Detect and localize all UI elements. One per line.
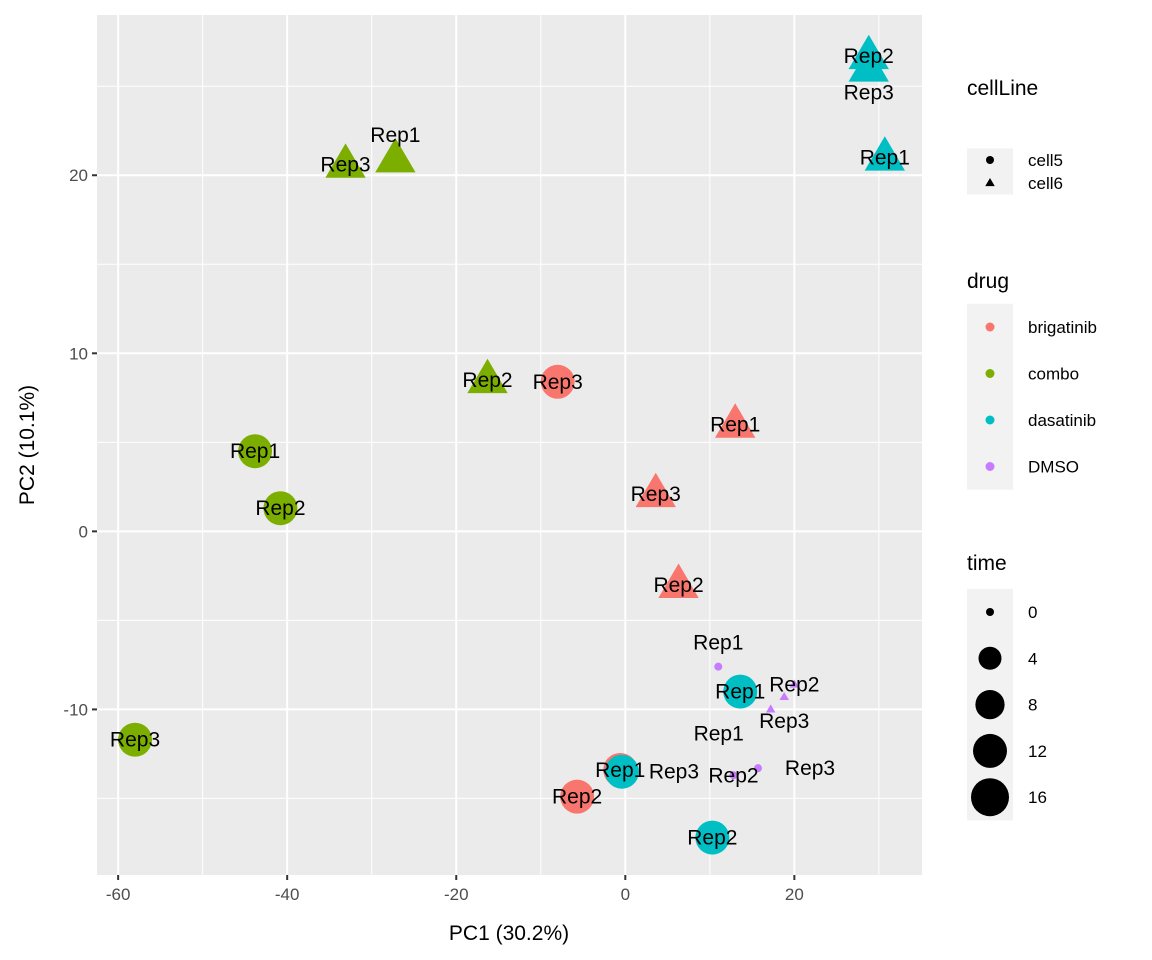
point-label: Rep1 <box>693 632 743 655</box>
data-point <box>723 674 758 709</box>
legend-label: cell6 <box>1028 174 1063 193</box>
data-point <box>729 771 738 780</box>
point-label: Rep3 <box>320 154 370 177</box>
legend-label: 0 <box>1028 603 1037 622</box>
point-label: Rep3 <box>785 757 835 780</box>
y-tick-label: 20 <box>69 166 88 185</box>
point-label: Rep3 <box>110 729 160 752</box>
legend-key-time-8 <box>975 689 1005 720</box>
legend-key-time-0 <box>986 608 994 616</box>
legend-key-cell6 <box>985 178 995 187</box>
data-point <box>714 662 723 671</box>
point-label: Rep3 <box>759 710 809 733</box>
y-tick-label: 10 <box>69 344 88 363</box>
point-label: Rep1 <box>230 440 280 463</box>
x-tick-label: -40 <box>275 885 300 904</box>
data-point <box>789 679 800 688</box>
x-axis-title: PC1 (30.2%) <box>449 922 569 945</box>
data-point <box>560 779 595 814</box>
point-label: Rep2 <box>844 45 894 68</box>
point-label: Rep1 <box>860 146 910 169</box>
legend-label: 16 <box>1028 788 1047 807</box>
data-point <box>864 136 905 171</box>
legend-label: combo <box>1028 365 1079 384</box>
legend-key-brigatinib <box>985 322 995 332</box>
data-point <box>779 691 789 701</box>
legend-label: brigatinib <box>1028 318 1097 337</box>
point-label: Rep1 <box>370 124 420 147</box>
legend-key-time-12 <box>973 733 1007 768</box>
legend-label: dasatinib <box>1028 411 1096 430</box>
x-tick-label: -60 <box>106 885 131 904</box>
point-label: Rep2 <box>552 786 602 809</box>
point-label: Rep2 <box>708 764 758 787</box>
data-point <box>695 820 730 855</box>
data-point <box>848 47 889 82</box>
data-point <box>754 764 763 773</box>
legend-label: DMSO <box>1028 458 1079 477</box>
legend-key-background <box>967 148 1013 195</box>
point-label: Rep2 <box>462 369 512 392</box>
legend-title-drug: drug <box>967 270 1009 293</box>
data-point <box>325 143 366 178</box>
point-label: Rep1 <box>694 722 744 745</box>
legend-key-DMSO <box>985 462 995 471</box>
axes: -60 -40 -20 0 20 -10 0 10 20 <box>63 166 803 904</box>
point-label: Rep3 <box>533 371 583 394</box>
point-label: Rep3 <box>844 81 894 104</box>
legend-key-cell5 <box>986 156 994 164</box>
data-point <box>238 434 273 469</box>
point-label: Rep2 <box>653 574 703 597</box>
legend-key-combo <box>985 369 995 378</box>
data-point <box>375 137 416 173</box>
y-tick-label: -10 <box>63 700 88 719</box>
point-label: Rep1 <box>715 681 765 704</box>
data-point <box>715 403 756 438</box>
legend-key-time-4 <box>978 646 1002 670</box>
x-tick-label: 20 <box>785 885 804 904</box>
point-labels: Rep3Rep1Rep2Rep1Rep2Rep3Rep3Rep1Rep3Rep2… <box>110 45 910 850</box>
data-points <box>118 34 905 855</box>
data-point <box>540 364 575 399</box>
legend-label: 12 <box>1028 742 1047 761</box>
data-point <box>635 472 676 508</box>
gridlines <box>97 15 922 875</box>
data-point <box>765 704 776 713</box>
y-tick-label: 0 <box>79 522 88 541</box>
point-label: Rep2 <box>255 497 305 520</box>
legend-label: 8 <box>1028 696 1037 715</box>
data-point <box>263 491 298 526</box>
y-axis-title: PC2 (10.1%) <box>16 385 39 505</box>
x-tick-label: 0 <box>621 885 630 904</box>
x-tick-label: -20 <box>444 885 469 904</box>
legend-title-cellLine: cellLine <box>967 77 1038 100</box>
legend-label: cell5 <box>1028 151 1063 170</box>
legend-label: 4 <box>1028 649 1037 668</box>
legend-key-time-16 <box>971 778 1009 817</box>
data-point <box>118 722 153 757</box>
legend-key-dasatinib <box>985 415 995 425</box>
point-label: Rep3 <box>631 483 681 506</box>
point-label: Rep1 <box>710 414 760 437</box>
data-point <box>467 358 508 394</box>
legend: cellLine cell5 cell6 drug brigatinib combo das… <box>967 77 1097 821</box>
legend-title-time: time <box>967 552 1007 575</box>
point-label: Rep3 <box>649 761 699 784</box>
point-label: Rep1 <box>595 759 645 782</box>
legend-key-background <box>967 303 1013 490</box>
data-point <box>604 754 639 789</box>
plot-panel <box>97 15 922 875</box>
point-label: Rep2 <box>687 827 737 850</box>
point-label: Rep2 <box>769 673 819 696</box>
data-point <box>658 563 699 598</box>
